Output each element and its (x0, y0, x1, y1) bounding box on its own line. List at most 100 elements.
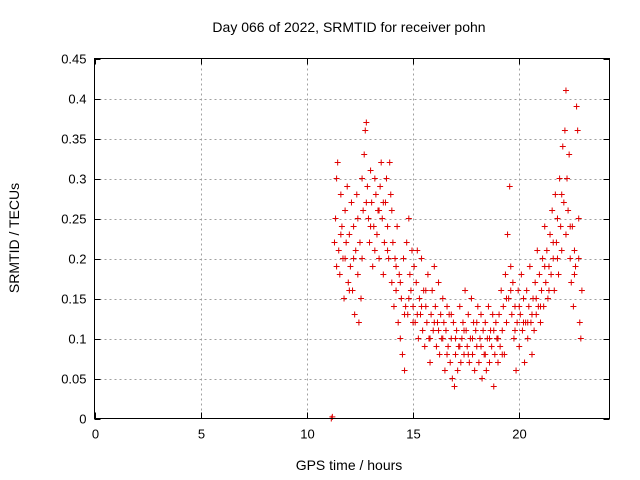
data-point (486, 335, 493, 342)
data-point (343, 239, 350, 246)
data-point (576, 319, 583, 326)
data-point (551, 287, 558, 294)
data-point (456, 343, 463, 350)
data-point (544, 295, 551, 302)
data-point (423, 319, 430, 326)
y-tick-label: 0 (79, 412, 86, 427)
data-point (361, 151, 368, 158)
data-point (400, 255, 407, 262)
data-point (466, 359, 473, 366)
data-point (376, 207, 383, 214)
data-point (536, 271, 543, 278)
data-point (519, 327, 526, 334)
y-tick-label: 0.45 (61, 52, 86, 67)
data-point (500, 303, 507, 310)
data-point (549, 207, 556, 214)
data-point (547, 231, 554, 238)
data-point (510, 335, 517, 342)
data-point (542, 279, 549, 286)
data-point (377, 183, 384, 190)
data-point (552, 191, 559, 198)
data-point (516, 343, 523, 350)
data-point (509, 279, 516, 286)
data-point (543, 247, 550, 254)
data-point (556, 175, 563, 182)
data-point (575, 215, 582, 222)
data-point (342, 255, 349, 262)
data-point (359, 255, 366, 262)
data-point (537, 303, 544, 310)
data-point (385, 255, 392, 262)
data-point (525, 303, 532, 310)
data-point (342, 207, 349, 214)
data-point (567, 223, 574, 230)
data-point (474, 303, 481, 310)
data-point (516, 303, 523, 310)
data-point (356, 239, 363, 246)
data-point (351, 311, 358, 318)
data-point (367, 223, 374, 230)
data-point (392, 255, 399, 262)
data-point (402, 303, 409, 310)
data-point (333, 175, 340, 182)
data-point (395, 319, 402, 326)
data-point (368, 199, 375, 206)
data-point (524, 335, 531, 342)
data-point (520, 295, 527, 302)
y-tick-label: 0.3 (68, 172, 86, 187)
data-point (344, 183, 351, 190)
data-point (366, 239, 373, 246)
data-point (479, 375, 486, 382)
data-point (473, 319, 480, 326)
data-point (523, 287, 530, 294)
data-point (369, 263, 376, 270)
data-point (360, 207, 367, 214)
data-point (490, 383, 497, 390)
data-point (401, 367, 408, 374)
data-point (359, 175, 366, 182)
data-point (482, 319, 489, 326)
data-point (441, 367, 448, 374)
data-point (461, 327, 468, 334)
data-point (554, 255, 561, 262)
x-axis-label: GPS time / hours (296, 457, 403, 473)
data-point (421, 343, 428, 350)
data-point (407, 287, 414, 294)
data-point (498, 287, 505, 294)
data-point (537, 319, 544, 326)
data-point (452, 351, 459, 358)
data-point (384, 247, 391, 254)
data-point (465, 311, 472, 318)
data-point (390, 303, 397, 310)
x-tick-label: 20 (512, 427, 526, 442)
data-point (445, 343, 452, 350)
data-point (541, 223, 548, 230)
data-point (562, 231, 569, 238)
data-point (363, 199, 370, 206)
data-point (496, 311, 503, 318)
data-point (511, 327, 518, 334)
data-point (405, 295, 412, 302)
data-point (555, 271, 562, 278)
data-point (393, 263, 400, 270)
data-point (384, 223, 391, 230)
data-point (507, 287, 514, 294)
data-point (346, 231, 353, 238)
data-point (422, 287, 429, 294)
data-point (480, 327, 487, 334)
data-point (405, 215, 412, 222)
data-points (328, 87, 585, 422)
data-point (442, 327, 449, 334)
data-point (410, 303, 417, 310)
data-point (465, 351, 472, 358)
data-point (430, 327, 437, 334)
y-tick-label: 0.05 (61, 372, 86, 387)
data-point (568, 279, 575, 286)
data-point (517, 311, 524, 318)
data-point (364, 183, 371, 190)
data-point (371, 247, 378, 254)
data-point (413, 279, 420, 286)
data-point (457, 359, 464, 366)
data-point (571, 271, 578, 278)
data-point (486, 359, 493, 366)
